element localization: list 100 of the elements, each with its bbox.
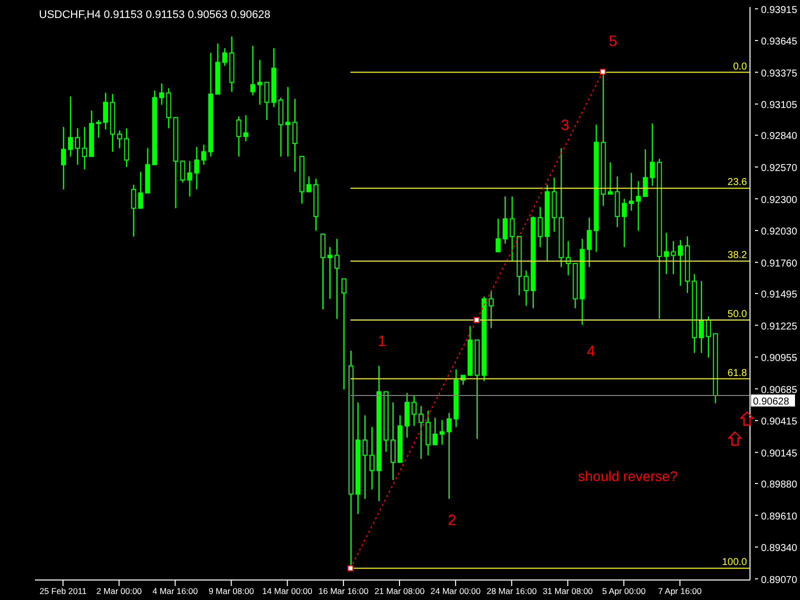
annotation: 2 (448, 512, 456, 529)
x-tick-label: 9 Mar 08:00 (208, 586, 254, 596)
point (474, 316, 480, 323)
candlestick (362, 414, 368, 500)
candlestick (404, 392, 410, 438)
candlestick (187, 160, 192, 198)
candlestick (236, 116, 242, 158)
candlestick (678, 239, 683, 286)
y-tick-label: 0.93645 (761, 36, 798, 48)
candlestick (524, 270, 529, 306)
candlestick (369, 426, 374, 490)
candlestick (243, 114, 248, 142)
annotation: 5 (608, 33, 618, 50)
y-tick-label: 0.89340 (761, 543, 798, 554)
candlestick (538, 206, 543, 248)
candlestick (194, 146, 200, 190)
x-tick-label: 16 Mar 16:00 (318, 586, 369, 596)
candlestick (440, 419, 445, 446)
candlestick (586, 217, 592, 268)
candlestick (488, 290, 494, 329)
annotation: 38.2 (728, 250, 748, 262)
annotation: 50.0 (728, 308, 748, 320)
point (600, 68, 606, 75)
point (347, 565, 354, 572)
y-tick-label: 0.90145 (761, 448, 798, 460)
candlestick (496, 218, 501, 252)
candlestick (706, 316, 711, 358)
candlestick (75, 128, 80, 166)
annotation: 100.0 (722, 557, 748, 568)
x-tick-label: 2 Mar 00:00 (96, 586, 142, 596)
candlestick (201, 144, 206, 166)
candlestick (510, 196, 515, 262)
ref-line-label: 0.90628 (753, 396, 790, 408)
y-tick-label: 0.91760 (761, 258, 798, 270)
candlestick (320, 233, 326, 310)
candlestick (117, 130, 122, 149)
annotation: 61.8 (728, 368, 748, 379)
y-tick-label: 0.92300 (761, 194, 798, 206)
x-tick-label: 4 Mar 16:00 (152, 586, 198, 596)
candlestick (628, 172, 634, 212)
candlestick (608, 162, 613, 195)
candlestick (61, 126, 66, 190)
candlestick (285, 86, 290, 158)
y-tick-label: 0.91495 (761, 290, 798, 300)
candlestick (292, 98, 298, 172)
candlestick (566, 240, 571, 276)
annotation: 0.0 (733, 61, 748, 72)
candlestick (96, 119, 102, 138)
candlestick (670, 240, 676, 275)
candlestick (622, 198, 627, 248)
candlestick (250, 45, 256, 96)
candlestick (446, 412, 452, 500)
candlestick (131, 184, 136, 238)
candlestick (642, 148, 648, 198)
x-tick-label: 31 Mar 08:00 (542, 586, 594, 596)
y-tick-label: 0.89610 (761, 511, 798, 522)
annotation: 4 (586, 343, 596, 360)
candlestick (159, 82, 164, 106)
candlestick (68, 96, 74, 158)
annotation: 23.6 (728, 177, 748, 188)
candlestick (327, 246, 332, 300)
x-tick-label: 28 Mar 16:00 (486, 586, 537, 596)
x-tick-label: 7 Apr 16:00 (658, 586, 702, 596)
candlestick (650, 122, 655, 186)
candlestick (664, 232, 669, 275)
y-tick-label: 0.93105 (761, 100, 798, 112)
candlestick (264, 82, 270, 121)
candlestick (138, 171, 144, 209)
y-tick-label: 0.91225 (761, 321, 798, 332)
candlestick (334, 238, 340, 320)
candlestick (426, 410, 431, 456)
candlestick (636, 180, 641, 232)
candlestick (502, 196, 508, 244)
candlestick (82, 126, 88, 170)
annotation: 1 (378, 333, 386, 350)
y-tick-label: 0.90955 (761, 353, 798, 364)
x-tick-label: 21 Mar 08:00 (374, 586, 425, 596)
candlestick (412, 394, 417, 426)
y-tick-label: 0.93915 (761, 4, 798, 16)
candlestick (390, 402, 396, 481)
candlestick (306, 176, 312, 192)
y-tick-label: 0.93375 (761, 68, 798, 80)
x-tick-label: 14 Mar 00:00 (262, 586, 313, 596)
y-tick-label: 0.92030 (761, 226, 798, 238)
x-tick-label: 25 Feb 2011 (39, 586, 87, 596)
y-tick-label: 0.92840 (761, 131, 798, 142)
y-tick-label: 0.92570 (761, 163, 798, 174)
annotation: should reverse? (578, 468, 678, 484)
chart-title: USDCHF,H4 0.91153 0.91153 0.90563 0.90628 (39, 9, 270, 21)
x-tick-label: 24 Mar 00:00 (430, 586, 481, 596)
y-tick-label: 0.89070 (761, 574, 798, 586)
candlestick (124, 128, 130, 168)
y-tick-label: 0.89880 (761, 480, 798, 491)
candlestick (698, 280, 704, 354)
candlestick (103, 92, 108, 130)
candlestick (222, 48, 228, 66)
candlestick (341, 278, 346, 390)
candlestick (180, 160, 186, 183)
candlestick (257, 59, 262, 106)
y-tick-label: 0.90415 (761, 416, 798, 428)
